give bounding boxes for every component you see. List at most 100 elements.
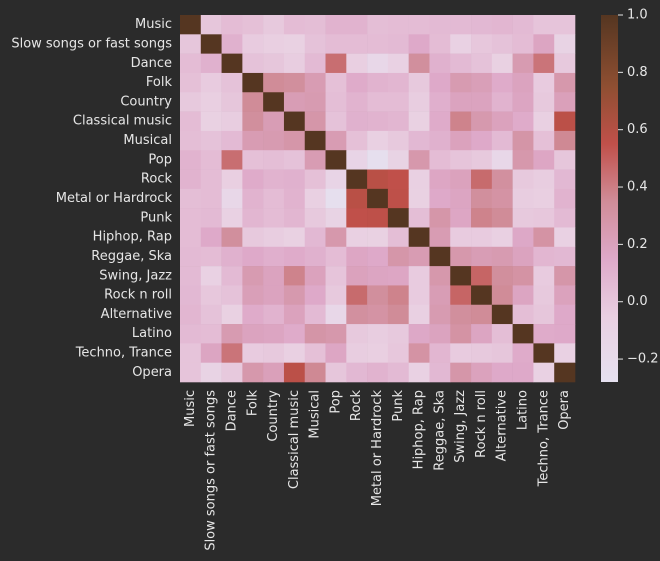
heatmap-cell-hiphop-rap-x-reggae-ska xyxy=(429,227,451,248)
heatmap-cell-dance-x-classical-music xyxy=(283,53,306,74)
y-tick-label-folk: Folk xyxy=(146,75,173,90)
heatmap-cell-alternative-x-slow-songs-or-fast-songs xyxy=(200,304,222,325)
heatmap-cell-dance-x-metal-or-hardrock xyxy=(367,53,389,74)
heatmap-cell-punk-x-dance xyxy=(221,208,243,228)
heatmap-cell-metal-or-hardrock-x-punk xyxy=(387,188,409,209)
heatmap-cell-swing-jazz-x-punk xyxy=(387,266,409,286)
heatmap-cell-musical-x-music xyxy=(180,130,202,151)
heatmap-cell-metal-or-hardrock-x-rock-n-roll xyxy=(471,188,493,209)
y-tick-label-dance: Dance xyxy=(131,56,172,71)
heatmap-cell-dance-x-country xyxy=(263,53,285,74)
heatmap-cell-techno-trance-x-rock xyxy=(346,343,368,363)
heatmap-cell-musical-x-country xyxy=(263,130,285,151)
heatmap-cell-metal-or-hardrock-x-hiphop-rap xyxy=(408,188,430,209)
x-tick-label-pop: Pop xyxy=(328,390,343,414)
heatmap-cell-punk-x-classical-music xyxy=(283,208,306,228)
heatmap-cell-slow-songs-or-fast-songs-x-slow-songs-or-fast-songs xyxy=(200,34,222,54)
heatmap-cell-swing-jazz-x-rock xyxy=(346,266,368,286)
heatmap-cell-metal-or-hardrock-x-rock xyxy=(346,188,368,209)
heatmap-cell-reggae-ska-x-pop xyxy=(325,246,347,267)
heatmap-cell-musical-x-reggae-ska xyxy=(429,130,451,151)
heatmap-cell-rock-x-latino xyxy=(512,169,534,190)
heatmap-cell-reggae-ska-x-rock-n-roll xyxy=(471,246,493,267)
heatmap-cell-pop-x-classical-music xyxy=(283,150,306,170)
heatmap-cell-slow-songs-or-fast-songs-x-rock xyxy=(346,34,368,54)
heatmap-cell-rock-x-classical-music xyxy=(283,169,306,190)
heatmap-cell-reggae-ska-x-techno-trance xyxy=(533,246,555,267)
heatmap-cell-latino-x-slow-songs-or-fast-songs xyxy=(200,324,222,344)
x-tick-label-metal-or-hardrock: Metal or Hardrock xyxy=(370,390,385,507)
heatmap-cell-country-x-techno-trance xyxy=(533,92,555,112)
heatmap-cell-opera-x-musical xyxy=(304,362,326,383)
x-tick-label-rock-n-roll: Rock n roll xyxy=(474,390,489,458)
heatmap-cell-musical-x-classical-music xyxy=(283,130,306,151)
heatmap-cell-folk-x-slow-songs-or-fast-songs xyxy=(200,72,222,93)
heatmap-cell-musical-x-swing-jazz xyxy=(450,130,472,151)
heatmap-cell-rock-x-dance xyxy=(221,169,243,190)
heatmap-cell-metal-or-hardrock-x-metal-or-hardrock xyxy=(367,188,389,209)
heatmap-cell-reggae-ska-x-latino xyxy=(512,246,534,267)
x-tick-label-techno-trance: Techno, Trance xyxy=(536,390,551,487)
heatmap-cell-techno-trance-x-music xyxy=(180,343,202,363)
heatmap-cell-metal-or-hardrock-x-pop xyxy=(325,188,347,209)
heatmap-cell-folk-x-country xyxy=(263,72,285,93)
heatmap-cell-pop-x-musical xyxy=(304,150,326,170)
heatmap-cell-rock-n-roll-x-alternative xyxy=(491,285,513,306)
heatmap-cell-techno-trance-x-swing-jazz xyxy=(450,343,472,363)
heatmap-cell-swing-jazz-x-musical xyxy=(304,266,326,286)
heatmap-cell-pop-x-hiphop-rap xyxy=(408,150,430,170)
heatmap-cell-country-x-slow-songs-or-fast-songs xyxy=(200,92,222,112)
heatmap-cell-hiphop-rap-x-swing-jazz xyxy=(450,227,472,248)
heatmap-cell-opera-x-slow-songs-or-fast-songs xyxy=(200,362,222,383)
heatmap-cell-slow-songs-or-fast-songs-x-hiphop-rap xyxy=(408,34,430,54)
heatmap-cell-country-x-rock xyxy=(346,92,368,112)
heatmap-cell-classical-music-x-pop xyxy=(325,111,347,132)
heatmap-cell-alternative-x-reggae-ska xyxy=(429,304,451,325)
y-tick-label-punk: Punk xyxy=(140,210,172,225)
heatmap-cell-musical-x-techno-trance xyxy=(533,130,555,151)
heatmap-cell-slow-songs-or-fast-songs-x-classical-music xyxy=(283,34,306,54)
x-tick-label-music: Music xyxy=(183,390,198,427)
heatmap-cell-alternative-x-country xyxy=(263,304,285,325)
x-tick-label-country: Country xyxy=(266,390,281,442)
y-axis-tick-labels: Music Slow songs or fast songs Dance Folk Co… xyxy=(11,17,172,380)
heatmap-cell-rock-x-musical xyxy=(304,169,326,190)
heatmap-cell-punk-x-slow-songs-or-fast-songs xyxy=(200,208,222,228)
heatmap-cell-music-x-swing-jazz xyxy=(450,15,472,35)
y-tick-label-slow-songs-or-fast-songs: Slow songs or fast songs xyxy=(11,36,172,51)
heatmap-cell-punk-x-reggae-ska xyxy=(429,208,451,228)
y-tick-label-swing-jazz: Swing, Jazz xyxy=(99,268,172,283)
heatmap-cell-music-x-alternative xyxy=(491,15,513,35)
heatmap-cell-alternative-x-rock-n-roll xyxy=(471,304,493,325)
heatmap-cell-slow-songs-or-fast-songs-x-country xyxy=(263,34,285,54)
heatmap-cell-punk-x-folk xyxy=(242,208,264,228)
heatmap-cell-rock-x-alternative xyxy=(491,169,513,190)
heatmap-cell-classical-music-x-alternative xyxy=(491,111,513,132)
heatmap-cell-music-x-country xyxy=(263,15,285,35)
heatmap-cell-music-x-rock-n-roll xyxy=(471,15,493,35)
heatmap-cell-rock-n-roll-x-music xyxy=(180,285,202,306)
heatmap-cell-musical-x-rock-n-roll xyxy=(471,130,493,151)
heatmap-cell-rock-n-roll-x-slow-songs-or-fast-songs xyxy=(200,285,222,306)
heatmap-cell-rock-n-roll-x-classical-music xyxy=(283,285,306,306)
heatmap-cell-pop-x-rock-n-roll xyxy=(471,150,493,170)
heatmap-cell-latino-x-alternative xyxy=(491,324,513,344)
heatmap-cell-reggae-ska-x-alternative xyxy=(491,246,513,267)
y-tick-label-opera: Opera xyxy=(132,365,172,380)
heatmap-cell-punk-x-music xyxy=(180,208,202,228)
heatmap-cell-dance-x-alternative xyxy=(491,53,513,74)
heatmap-cell-swing-jazz-x-metal-or-hardrock xyxy=(367,266,389,286)
heatmap-cell-folk-x-classical-music xyxy=(283,72,306,93)
heatmap-cell-alternative-x-techno-trance xyxy=(533,304,555,325)
heatmap-cell-rock-x-folk xyxy=(242,169,264,190)
heatmap-cell-musical-x-metal-or-hardrock xyxy=(367,130,389,151)
heatmap-cell-alternative-x-hiphop-rap xyxy=(408,304,430,325)
y-tick-label-techno-trance: Techno, Trance xyxy=(75,346,172,361)
heatmap-cell-pop-x-dance xyxy=(221,150,243,170)
heatmap-cell-pop-x-folk xyxy=(242,150,264,170)
heatmap-cell-country-x-hiphop-rap xyxy=(408,92,430,112)
heatmap-cell-music-x-techno-trance xyxy=(533,15,555,35)
heatmap-cell-reggae-ska-x-country xyxy=(263,246,285,267)
